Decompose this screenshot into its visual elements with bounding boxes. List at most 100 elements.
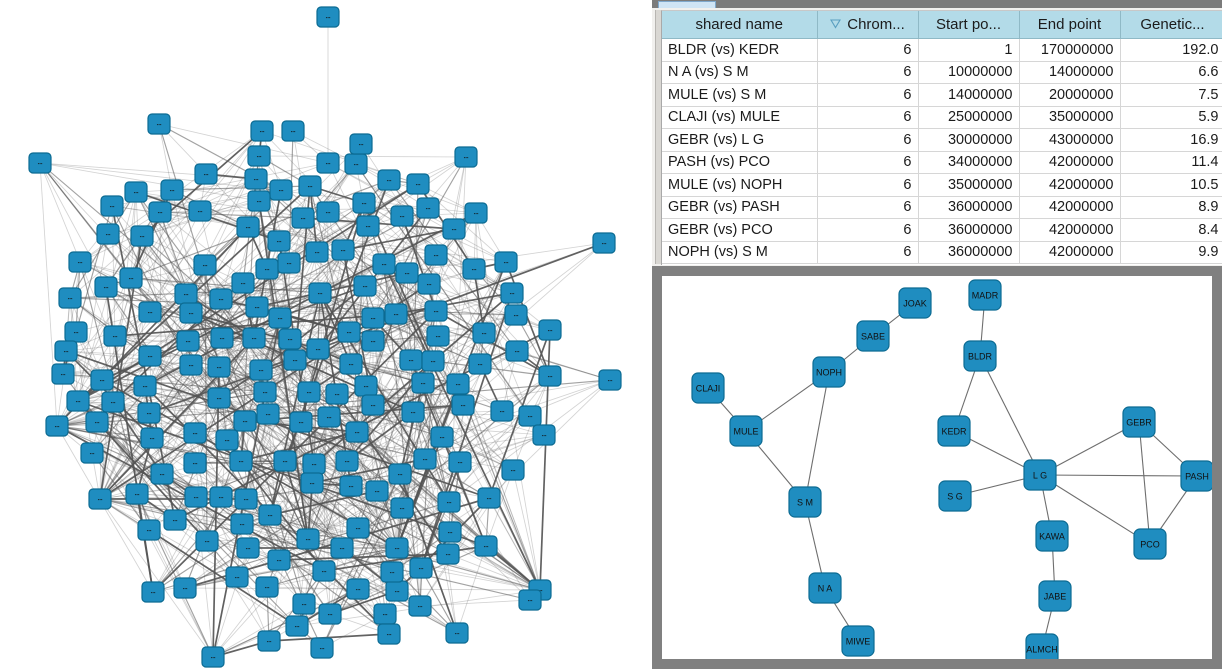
network-node[interactable]: ▪▪▪ [277, 252, 301, 274]
network-node[interactable]: ▪▪▪ [385, 537, 409, 559]
network-node[interactable]: ▪▪▪ [538, 365, 562, 387]
cell-shared_name[interactable]: CLAJI (vs) MULE [662, 106, 818, 129]
network-node[interactable]: ▪▪▪ [137, 402, 161, 424]
table-row[interactable]: CLAJI (vs) MULE 6 25000000 35000000 5.9 [662, 106, 1222, 129]
network-node[interactable]: ▪▪▪ [505, 340, 529, 362]
table-row[interactable]: PASH (vs) PCO 6 34000000 42000000 11.4 [662, 151, 1222, 174]
network-node[interactable]: ▪▪▪ [278, 328, 302, 350]
network-node[interactable]: ▪▪▪ [325, 383, 349, 405]
table-body[interactable]: BLDR (vs) KEDR 6 1 170000000 192.0 N A (vs) S… [662, 38, 1222, 264]
network-node[interactable]: ▪▪▪ [494, 251, 518, 273]
network-node[interactable]: ▪▪▪ [395, 262, 419, 284]
network-node[interactable]: PCO [1133, 528, 1167, 560]
network-node[interactable]: ▪▪▪ [193, 254, 217, 276]
cell-shared_name[interactable]: PASH (vs) PCO [662, 151, 818, 174]
table-row[interactable]: GEBR (vs) PASH 6 36000000 42000000 8.9 [662, 196, 1222, 219]
network-node[interactable]: ▪▪▪ [413, 448, 437, 470]
network-node[interactable]: ▪▪▪ [356, 215, 380, 237]
cell-start_point[interactable]: 14000000 [918, 83, 1020, 107]
network-node[interactable]: JOAK [898, 287, 932, 319]
network-node[interactable]: ▪▪▪ [150, 463, 174, 485]
overview-node-group[interactable]: ▪▪▪ ▪▪▪ ▪▪▪ ▪▪▪ ▪▪▪ ▪▪▪ ▪▪▪ ▪▪▪ ▪▪▪ ▪▪▪ ▪▪▪ ▪▪▪ ▪▪▪ ▪… [28, 6, 622, 668]
cell-genetic[interactable]: 7.5 [1120, 83, 1222, 107]
network-node[interactable]: ▪▪▪ [330, 537, 354, 559]
network-node[interactable]: ▪▪▪ [417, 273, 441, 295]
network-node[interactable]: ▪▪▪ [96, 223, 120, 245]
network-node[interactable]: ▪▪▪ [424, 244, 448, 266]
network-node[interactable]: ▪▪▪ [302, 453, 326, 475]
table-row[interactable]: GEBR (vs) PCO 6 36000000 42000000 8.4 [662, 218, 1222, 242]
network-node[interactable]: ▪▪▪ [361, 330, 385, 352]
network-node[interactable]: ▪▪▪ [399, 349, 423, 371]
network-node[interactable]: ▪▪▪ [518, 405, 542, 427]
cell-end_point[interactable]: 43000000 [1019, 128, 1121, 152]
network-node[interactable]: ▪▪▪ [300, 472, 324, 494]
network-node[interactable]: ▪▪▪ [317, 406, 341, 428]
network-node[interactable]: ▪▪▪ [236, 216, 260, 238]
network-node[interactable]: ▪▪▪ [462, 258, 486, 280]
network-node[interactable]: JABE [1038, 580, 1072, 612]
column-header-shared-name[interactable]: shared name [662, 11, 818, 39]
network-node[interactable]: ▪▪▪ [437, 491, 461, 513]
cell-start_point[interactable]: 36000000 [918, 241, 1020, 264]
network-node[interactable]: ▪▪▪ [244, 168, 268, 190]
network-node[interactable]: ▪▪▪ [318, 603, 342, 625]
network-node[interactable]: ▪▪▪ [346, 517, 370, 539]
cell-end_point[interactable]: 42000000 [1019, 196, 1121, 219]
sort-descending-icon[interactable] [830, 16, 842, 33]
network-node[interactable]: ▪▪▪ [384, 303, 408, 325]
network-node[interactable]: ▪▪▪ [361, 307, 385, 329]
network-node[interactable]: ▪▪▪ [316, 152, 340, 174]
cell-genetic[interactable]: 16.9 [1120, 128, 1222, 152]
table-row[interactable]: N A (vs) S M 6 10000000 14000000 6.6 [662, 61, 1222, 84]
network-node[interactable]: ▪▪▪ [245, 296, 269, 318]
network-node[interactable]: MADR [968, 279, 1002, 311]
network-node[interactable]: ▪▪▪ [103, 325, 127, 347]
network-node[interactable]: ▪▪▪ [292, 593, 316, 615]
cell-genetic[interactable]: 10.5 [1120, 173, 1222, 197]
network-node[interactable]: ▪▪▪ [310, 637, 334, 659]
network-node[interactable]: ▪▪▪ [464, 202, 488, 224]
network-node[interactable]: ▪▪▪ [430, 426, 454, 448]
cell-end_point[interactable]: 20000000 [1019, 83, 1121, 107]
network-node[interactable]: ▪▪▪ [66, 390, 90, 412]
network-node[interactable]: ▪▪▪ [308, 282, 332, 304]
network-node[interactable]: ▪▪▪ [125, 483, 149, 505]
network-node[interactable]: ▪▪▪ [305, 241, 329, 263]
network-node[interactable]: ▪▪▪ [101, 391, 125, 413]
network-node[interactable]: ▪▪▪ [477, 487, 501, 509]
network-node[interactable]: ▪▪▪ [406, 173, 430, 195]
network-node[interactable]: ▪▪▪ [207, 356, 231, 378]
network-node[interactable]: ▪▪▪ [234, 488, 258, 510]
network-node[interactable]: ▪▪▪ [80, 442, 104, 464]
network-node[interactable]: ▪▪▪ [250, 120, 274, 142]
network-node[interactable]: ▪▪▪ [416, 197, 440, 219]
network-node[interactable]: ▪▪▪ [229, 450, 253, 472]
network-node[interactable]: ▪▪▪ [184, 486, 208, 508]
network-node[interactable]: ▪▪▪ [448, 451, 472, 473]
network-node[interactable]: ▪▪▪ [256, 403, 280, 425]
network-node[interactable]: ▪▪▪ [210, 327, 234, 349]
network-node[interactable]: ▪▪▪ [409, 557, 433, 579]
network-node[interactable]: ▪▪▪ [281, 120, 305, 142]
cell-start_point[interactable]: 36000000 [918, 196, 1020, 219]
cell-shared_name[interactable]: GEBR (vs) L G [662, 128, 818, 152]
network-node[interactable]: ▪▪▪ [249, 359, 273, 381]
network-node[interactable]: ▪▪▪ [390, 497, 414, 519]
network-node[interactable]: ▪▪▪ [140, 427, 164, 449]
cell-start_point[interactable]: 34000000 [918, 151, 1020, 174]
network-node[interactable]: ▪▪▪ [225, 566, 249, 588]
network-node[interactable]: ▪▪▪ [344, 153, 368, 175]
network-node[interactable]: MIWE [841, 625, 875, 657]
network-node[interactable]: ▪▪▪ [361, 394, 385, 416]
network-node[interactable]: ▪▪▪ [267, 230, 291, 252]
network-node[interactable]: ▪▪▪ [255, 258, 279, 280]
cell-start_point[interactable]: 1 [918, 38, 1020, 62]
cell-shared_name[interactable]: N A (vs) S M [662, 61, 818, 84]
network-node[interactable]: ▪▪▪ [490, 400, 514, 422]
network-node[interactable]: ▪▪▪ [85, 411, 109, 433]
network-node[interactable]: S M [788, 486, 822, 518]
network-node[interactable]: ▪▪▪ [119, 267, 143, 289]
network-node[interactable]: ▪▪▪ [257, 630, 281, 652]
network-node[interactable]: ▪▪▪ [316, 201, 340, 223]
